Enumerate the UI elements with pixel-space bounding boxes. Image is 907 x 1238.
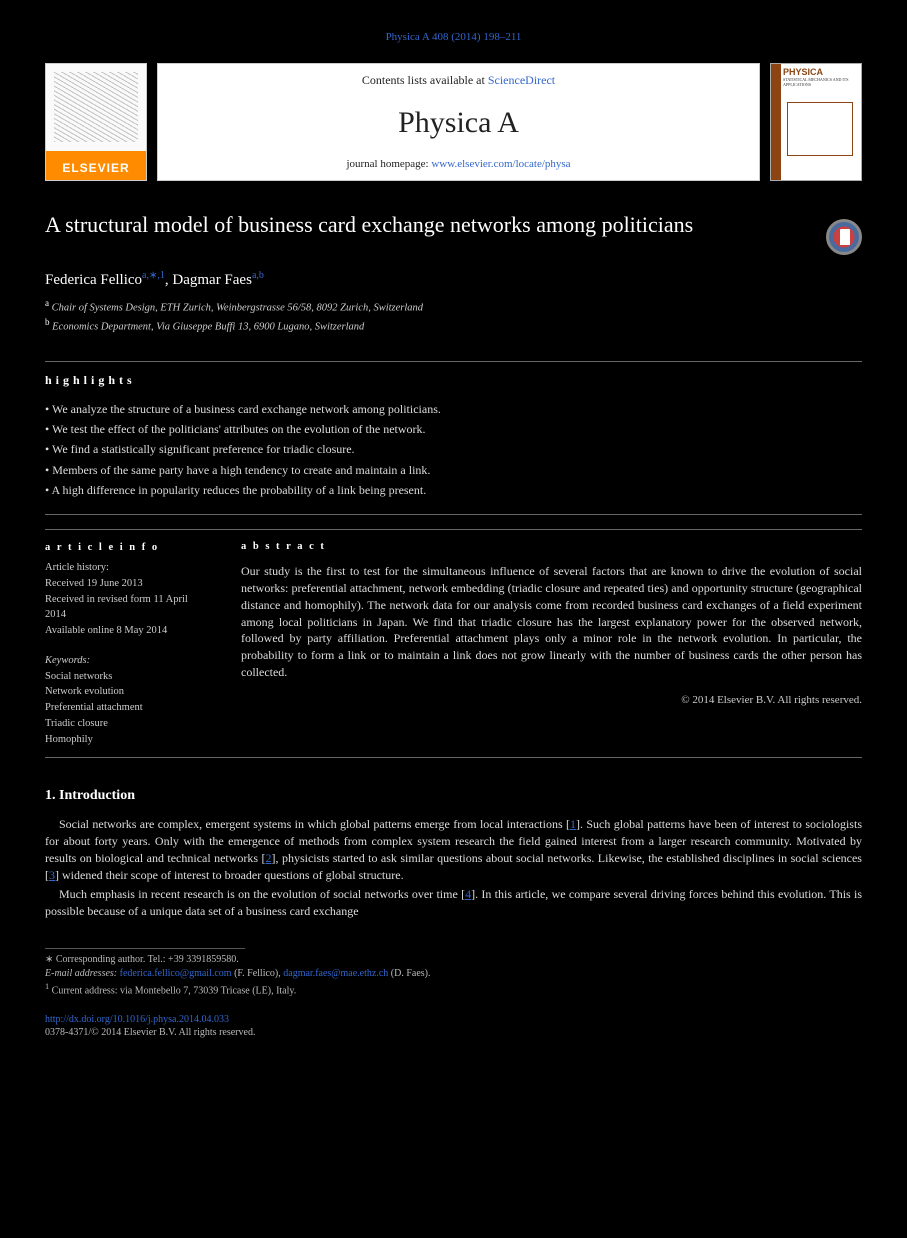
- highlights-list: We analyze the structure of a business c…: [45, 399, 862, 501]
- history-received: Received 19 June 2013: [45, 576, 211, 592]
- footnote-1-text: Current address: via Montebello 7, 73039…: [49, 986, 296, 997]
- article-title: A structural model of business card exch…: [45, 211, 806, 240]
- running-head: Physica A 408 (2014) 198–211: [45, 30, 862, 45]
- author-1: Federica Fellico: [45, 272, 142, 288]
- corr-author-text: Corresponding author. Tel.: +39 33918595…: [53, 954, 238, 965]
- highlight-item: We find a statistically significant pref…: [45, 439, 862, 459]
- homepage-line: journal homepage: www.elsevier.com/locat…: [168, 157, 749, 172]
- journal-name: Physica A: [168, 102, 749, 144]
- highlights-section: h i g h l i g h t s We analyze the struc…: [45, 361, 862, 516]
- keywords-block: Keywords: Social networks Network evolut…: [45, 653, 211, 748]
- elsevier-logo: ELSEVIER: [45, 63, 147, 181]
- cover-subtitle: STATISTICAL MECHANICS AND ITS APPLICATIO…: [783, 78, 861, 87]
- affiliation-a: Chair of Systems Design, ETH Zurich, Wei…: [52, 303, 423, 314]
- abstract-heading: a b s t r a c t: [241, 540, 862, 555]
- journal-banner-center: Contents lists available at ScienceDirec…: [157, 63, 760, 181]
- author-1-affil-link[interactable]: a,∗,1: [142, 270, 165, 281]
- email-link-1[interactable]: federica.fellico@gmail.com: [120, 968, 232, 979]
- homepage-prefix: journal homepage:: [346, 158, 431, 170]
- footnotes: ∗ Corresponding author. Tel.: +39 339185…: [45, 953, 862, 998]
- history-revised: Received in revised form 11 April 2014: [45, 592, 211, 624]
- footnote-rule: [45, 948, 245, 949]
- article-info-heading: a r t i c l e i n f o: [45, 540, 211, 556]
- section-1-body: Social networks are complex, emergent sy…: [45, 816, 862, 920]
- keyword: Network evolution: [45, 684, 211, 700]
- body-span: Much emphasis in recent research is on t…: [59, 887, 465, 901]
- journal-cover-thumbnail: PHYSICA STATISTICAL MECHANICS AND ITS AP…: [770, 63, 862, 181]
- affiliations: a Chair of Systems Design, ETH Zurich, W…: [45, 297, 862, 334]
- email-who-2: (D. Faes).: [388, 968, 430, 979]
- abstract-text: Our study is the first to test for the s…: [241, 563, 862, 681]
- contents-prefix: Contents lists available at: [362, 73, 488, 87]
- authors: Federica Fellicoa,∗,1, Dagmar Faesa,b: [45, 269, 862, 291]
- contents-line: Contents lists available at ScienceDirec…: [168, 72, 749, 89]
- section-1-heading: 1. Introduction: [45, 786, 862, 806]
- body-span: Social networks are complex, emergent sy…: [59, 817, 570, 831]
- highlight-item: We test the effect of the politicians' a…: [45, 419, 862, 439]
- history-label: Article history:: [45, 560, 211, 576]
- body-span: ] widened their scope of interest to bro…: [55, 868, 404, 882]
- abstract-copyright: © 2014 Elsevier B.V. All rights reserved…: [241, 693, 862, 708]
- highlight-item: A high difference in popularity reduces …: [45, 480, 862, 500]
- elsevier-brand-text: ELSEVIER: [46, 160, 146, 177]
- crossmark-icon[interactable]: [826, 219, 862, 255]
- highlights-heading: h i g h l i g h t s: [45, 372, 862, 389]
- abstract-column: a b s t r a c t Our study is the first t…: [225, 530, 862, 757]
- doi-copyright: 0378-4371/© 2014 Elsevier B.V. All right…: [45, 1026, 862, 1039]
- keyword: Preferential attachment: [45, 700, 211, 716]
- keyword: Homophily: [45, 732, 211, 748]
- keywords-heading: Keywords:: [45, 653, 211, 669]
- highlight-item: We analyze the structure of a business c…: [45, 399, 862, 419]
- email-link-2[interactable]: dagmar.faes@mae.ethz.ch: [283, 968, 388, 979]
- doi-link[interactable]: http://dx.doi.org/10.1016/j.physa.2014.0…: [45, 1014, 229, 1025]
- history-available: Available online 8 May 2014: [45, 623, 211, 639]
- highlight-item: Members of the same party have a high te…: [45, 460, 862, 480]
- article-info-column: a r t i c l e i n f o Article history: R…: [45, 530, 225, 757]
- keyword: Social networks: [45, 669, 211, 685]
- journal-banner: ELSEVIER Contents lists available at Sci…: [45, 63, 862, 181]
- doi-block: http://dx.doi.org/10.1016/j.physa.2014.0…: [45, 1013, 862, 1039]
- author-2: , Dagmar Faes: [165, 272, 252, 288]
- keyword: Triadic closure: [45, 716, 211, 732]
- email-who-1: (F. Fellico),: [232, 968, 284, 979]
- email-label: E-mail addresses:: [45, 968, 120, 979]
- sciencedirect-link[interactable]: ScienceDirect: [488, 73, 555, 87]
- journal-homepage-link[interactable]: www.elsevier.com/locate/physa: [431, 158, 570, 170]
- affiliation-b: Economics Department, Via Giuseppe Buffi…: [52, 322, 364, 333]
- author-2-affil-link[interactable]: a,b: [252, 270, 264, 281]
